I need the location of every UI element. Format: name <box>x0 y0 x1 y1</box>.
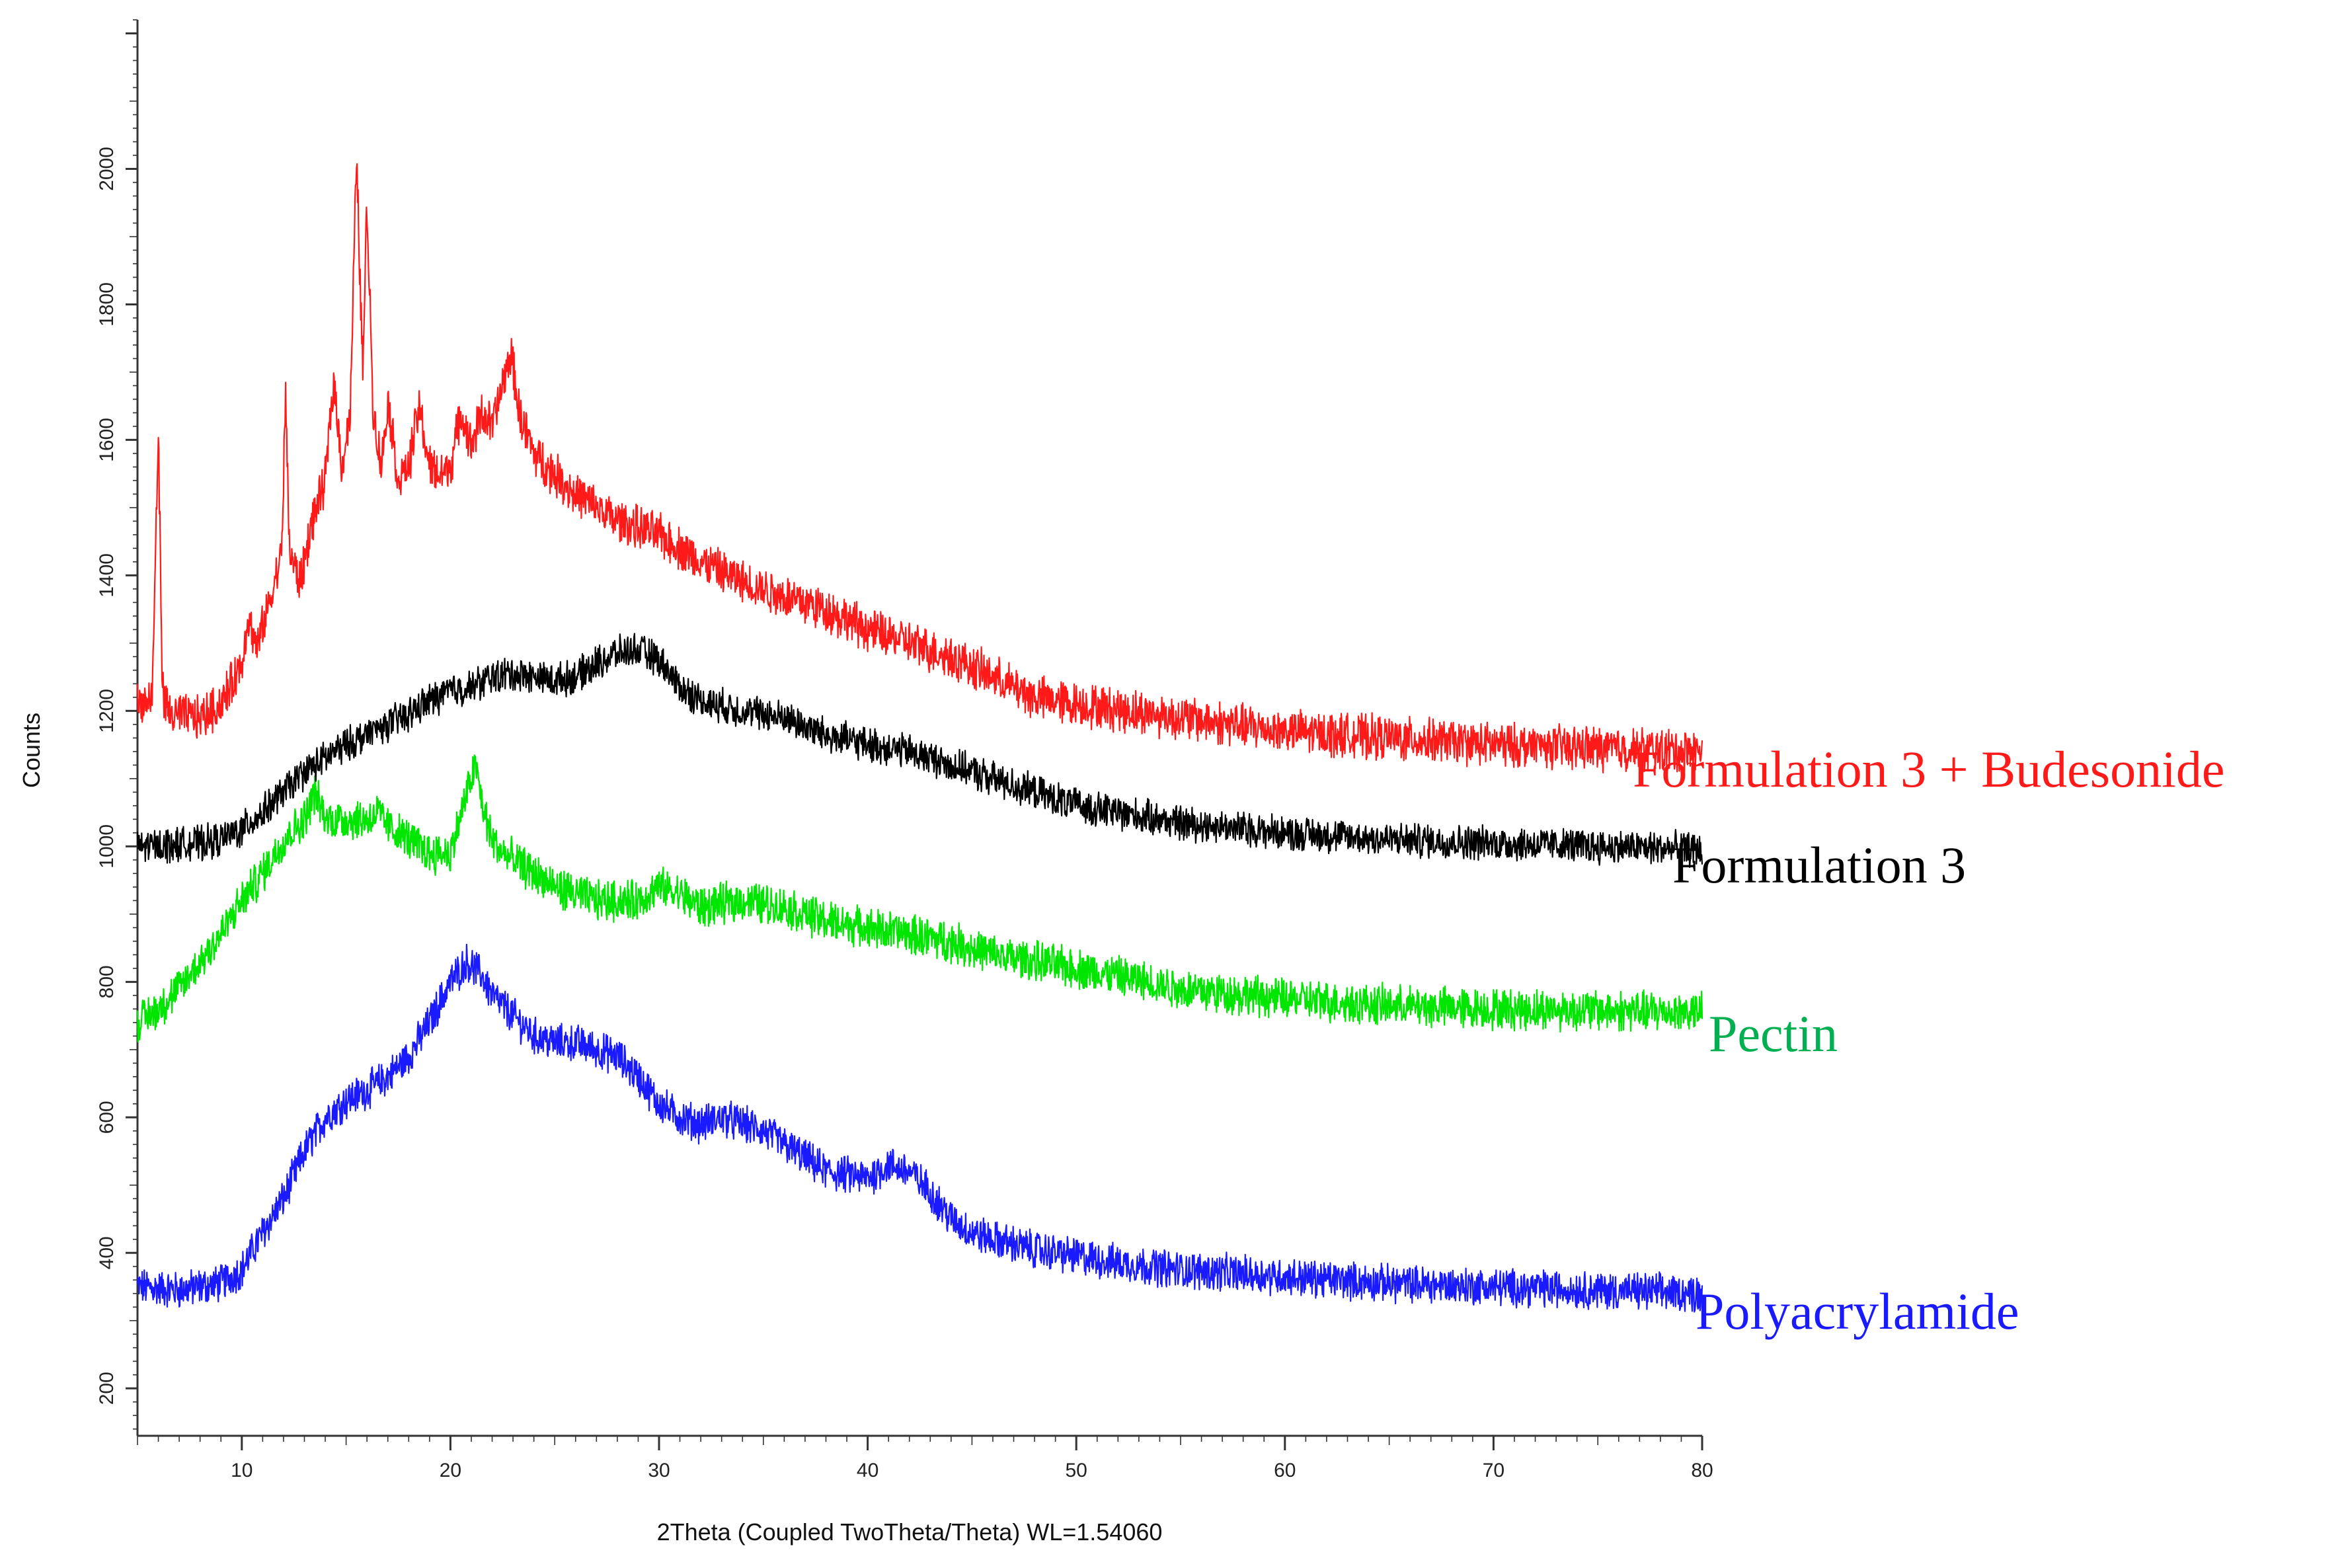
x-tick-label: 10 <box>231 1460 253 1481</box>
label-polyacrylamide: Polyacrylamide <box>1696 1282 2019 1340</box>
x-tick-label: 70 <box>1483 1460 1504 1481</box>
series-line-polyacrylamide <box>136 943 1703 1313</box>
y-tick-label: 400 <box>96 1236 118 1269</box>
label-formulation-3-budesonide: Formulation 3 + Budesonide <box>1633 740 2224 798</box>
y-tick-label: 1800 <box>96 282 118 327</box>
x-tick-label: 20 <box>440 1460 461 1481</box>
y-tick-label: 1600 <box>96 418 118 462</box>
x-tick-label: 40 <box>857 1460 879 1481</box>
series-line-pectin <box>136 754 1703 1043</box>
y-axis-title: Counts <box>18 713 45 788</box>
x-axis-title: 2Theta (Coupled TwoTheta/Theta) WL=1.540… <box>657 1518 1163 1546</box>
x-tick-label: 30 <box>648 1460 670 1481</box>
y-tick-label: 800 <box>96 965 118 998</box>
y-tick-label: 2000 <box>96 147 118 191</box>
x-axis-ticks: 10 20 30 40 50 60 70 80 <box>137 1436 1713 1481</box>
y-tick-label: 1000 <box>96 824 118 869</box>
series-traces <box>136 163 1703 1313</box>
label-formulation-3: Formulation 3 <box>1672 836 1966 894</box>
x-tick-label: 50 <box>1066 1460 1087 1481</box>
y-axis-ticks: 200 400 600 800 1000 1200 1400 1600 1800 2000 <box>96 19 137 1430</box>
label-pectin: Pectin <box>1709 1005 1838 1062</box>
y-tick-label: 600 <box>96 1101 118 1134</box>
y-tick-label: 1400 <box>96 553 118 598</box>
y-tick-label: 1200 <box>96 689 118 733</box>
series-line-formulation-3-budesonide <box>136 163 1703 774</box>
x-tick-label: 60 <box>1274 1460 1296 1481</box>
x-tick-label: 80 <box>1691 1460 1713 1481</box>
y-tick-label: 200 <box>96 1372 118 1405</box>
series-line-formulation-3 <box>136 633 1703 869</box>
